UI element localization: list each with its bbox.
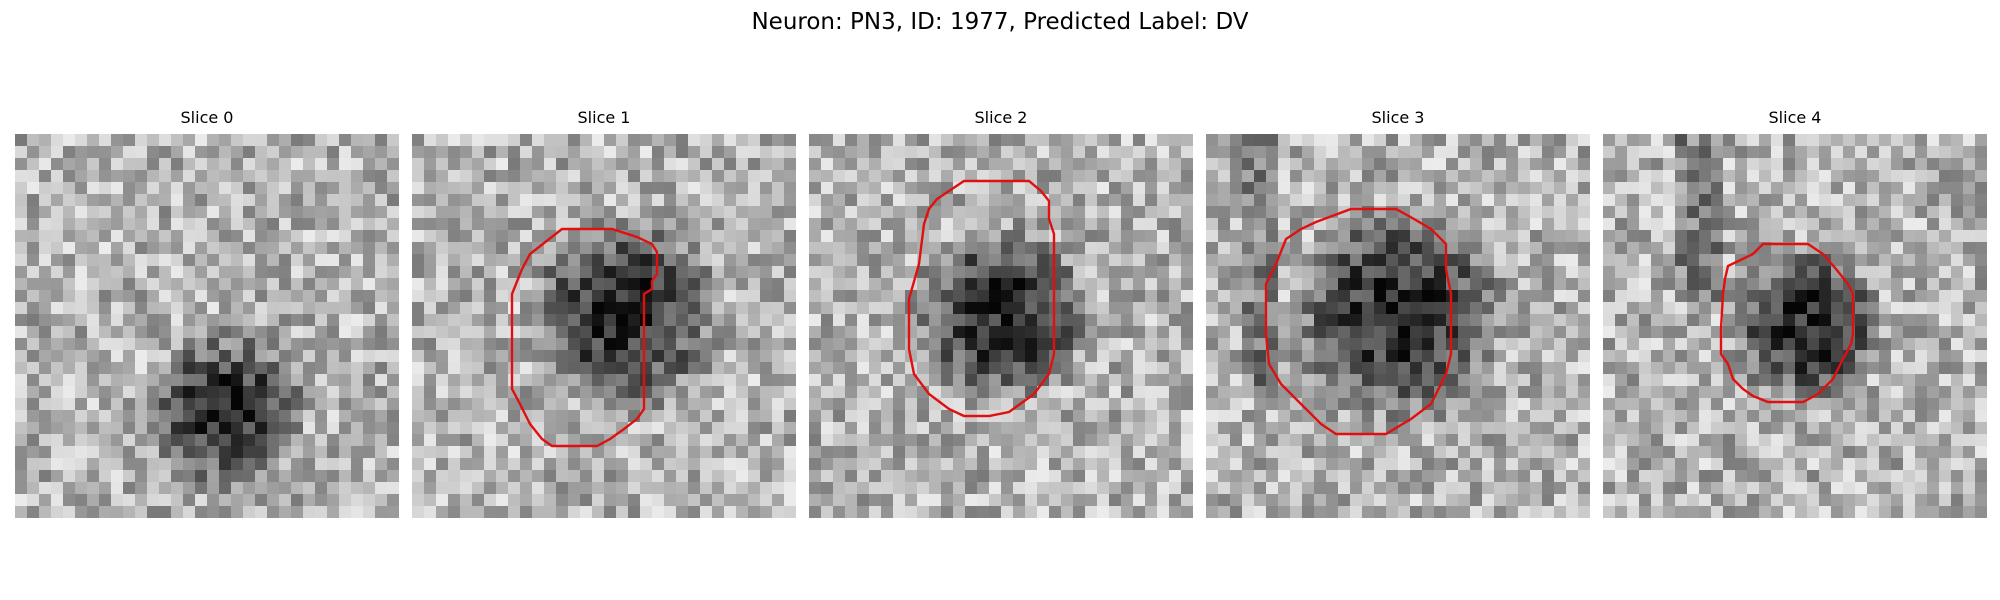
- segmentation-contour: [1719, 242, 1855, 404]
- slice-title: Slice 4: [1768, 108, 1822, 127]
- slice-image: [1603, 134, 1987, 518]
- slice-title: Slice 3: [1371, 108, 1425, 127]
- segmentation-contour: [1264, 207, 1453, 436]
- slice-image: [412, 134, 796, 518]
- segmentation-contour: [510, 227, 659, 448]
- slice-title: Slice 0: [180, 108, 234, 127]
- slice-image: [809, 134, 1193, 518]
- slice-image: [15, 134, 399, 518]
- slice-title: Slice 1: [577, 108, 631, 127]
- figure-title: Neuron: PN3, ID: 1977, Predicted Label: …: [751, 9, 1249, 35]
- segmentation-contour: [907, 179, 1056, 418]
- slice-title: Slice 2: [974, 108, 1028, 127]
- slice-image: [1206, 134, 1590, 518]
